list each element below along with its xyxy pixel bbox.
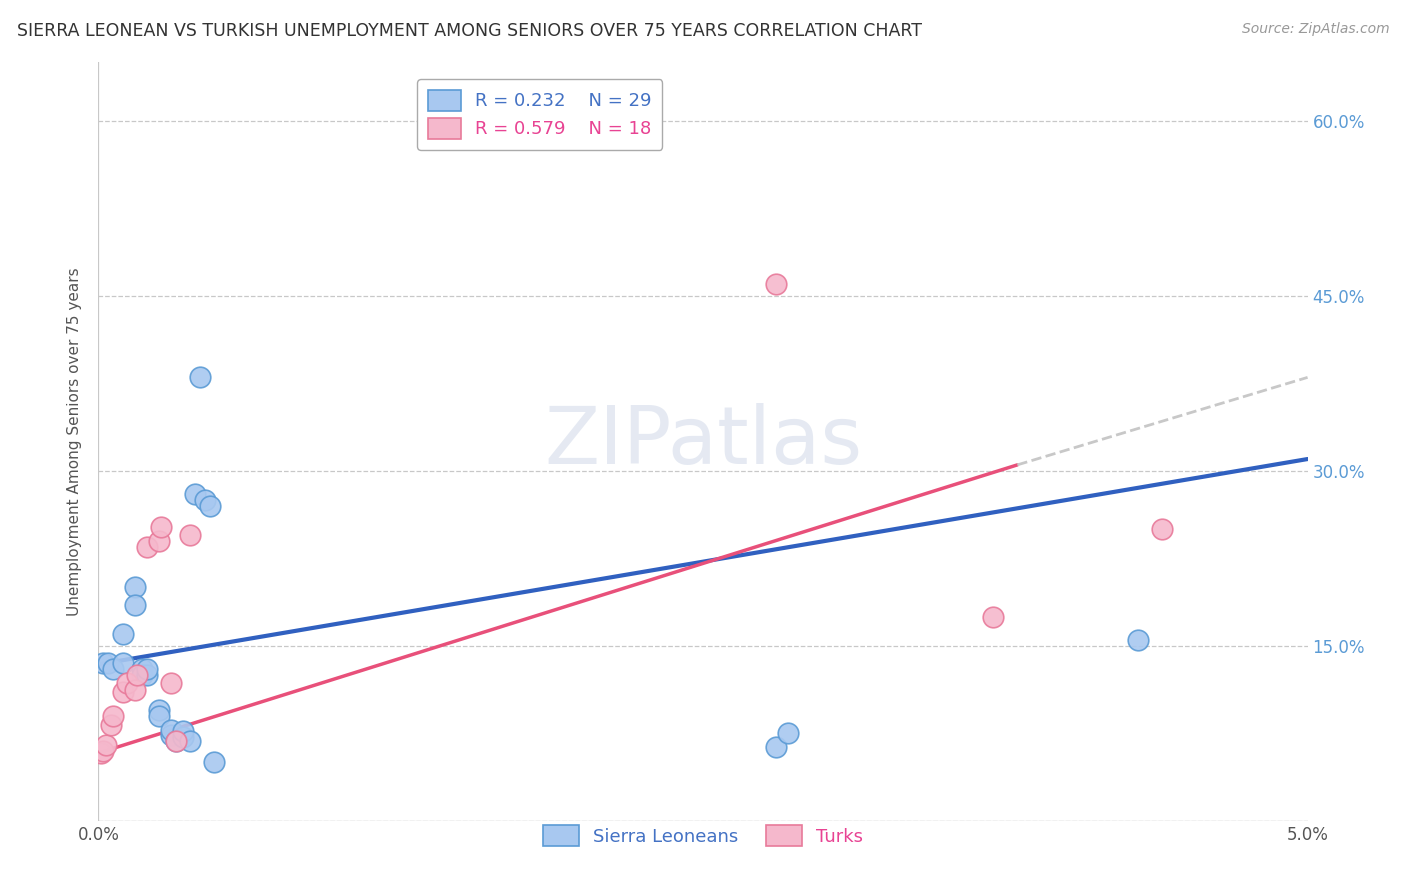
- Point: [91, 744, 114, 758]
- Point: [194, 492, 217, 507]
- Point: [198, 499, 221, 513]
- Point: [160, 729, 183, 743]
- Point: [765, 740, 787, 755]
- Legend: Sierra Leoneans, Turks: Sierra Leoneans, Turks: [536, 818, 870, 854]
- Point: [1152, 522, 1174, 536]
- Point: [148, 533, 170, 548]
- Point: [184, 487, 207, 501]
- Point: [1128, 632, 1150, 647]
- Point: [510, 90, 533, 104]
- Point: [100, 718, 122, 732]
- Point: [160, 723, 183, 737]
- Point: [111, 685, 134, 699]
- Point: [127, 668, 149, 682]
- Point: [165, 734, 187, 748]
- Point: [91, 656, 114, 670]
- Point: [150, 519, 173, 533]
- Point: [179, 528, 201, 542]
- Point: [117, 676, 139, 690]
- Point: [148, 703, 170, 717]
- Point: [101, 708, 124, 723]
- Point: [101, 662, 124, 676]
- Text: SIERRA LEONEAN VS TURKISH UNEMPLOYMENT AMONG SENIORS OVER 75 YEARS CORRELATION C: SIERRA LEONEAN VS TURKISH UNEMPLOYMENT A…: [17, 22, 922, 40]
- Point: [765, 277, 787, 291]
- Point: [172, 723, 194, 738]
- Point: [165, 734, 187, 748]
- Point: [179, 734, 201, 748]
- Point: [90, 746, 112, 760]
- Point: [135, 668, 157, 682]
- Point: [131, 668, 153, 682]
- Point: [135, 540, 157, 554]
- Point: [111, 656, 134, 670]
- Point: [148, 708, 170, 723]
- Point: [97, 656, 120, 670]
- Point: [94, 738, 117, 752]
- Point: [160, 676, 183, 690]
- Point: [124, 598, 146, 612]
- Point: [486, 90, 509, 104]
- Point: [981, 609, 1004, 624]
- Text: ZIPatlas: ZIPatlas: [544, 402, 862, 481]
- Point: [172, 730, 194, 744]
- Point: [124, 580, 146, 594]
- Y-axis label: Unemployment Among Seniors over 75 years: Unemployment Among Seniors over 75 years: [67, 268, 83, 615]
- Point: [188, 370, 211, 384]
- Point: [135, 662, 157, 676]
- Point: [111, 627, 134, 641]
- Text: Source: ZipAtlas.com: Source: ZipAtlas.com: [1241, 22, 1389, 37]
- Point: [776, 726, 799, 740]
- Point: [124, 683, 146, 698]
- Point: [131, 662, 153, 676]
- Point: [204, 756, 226, 770]
